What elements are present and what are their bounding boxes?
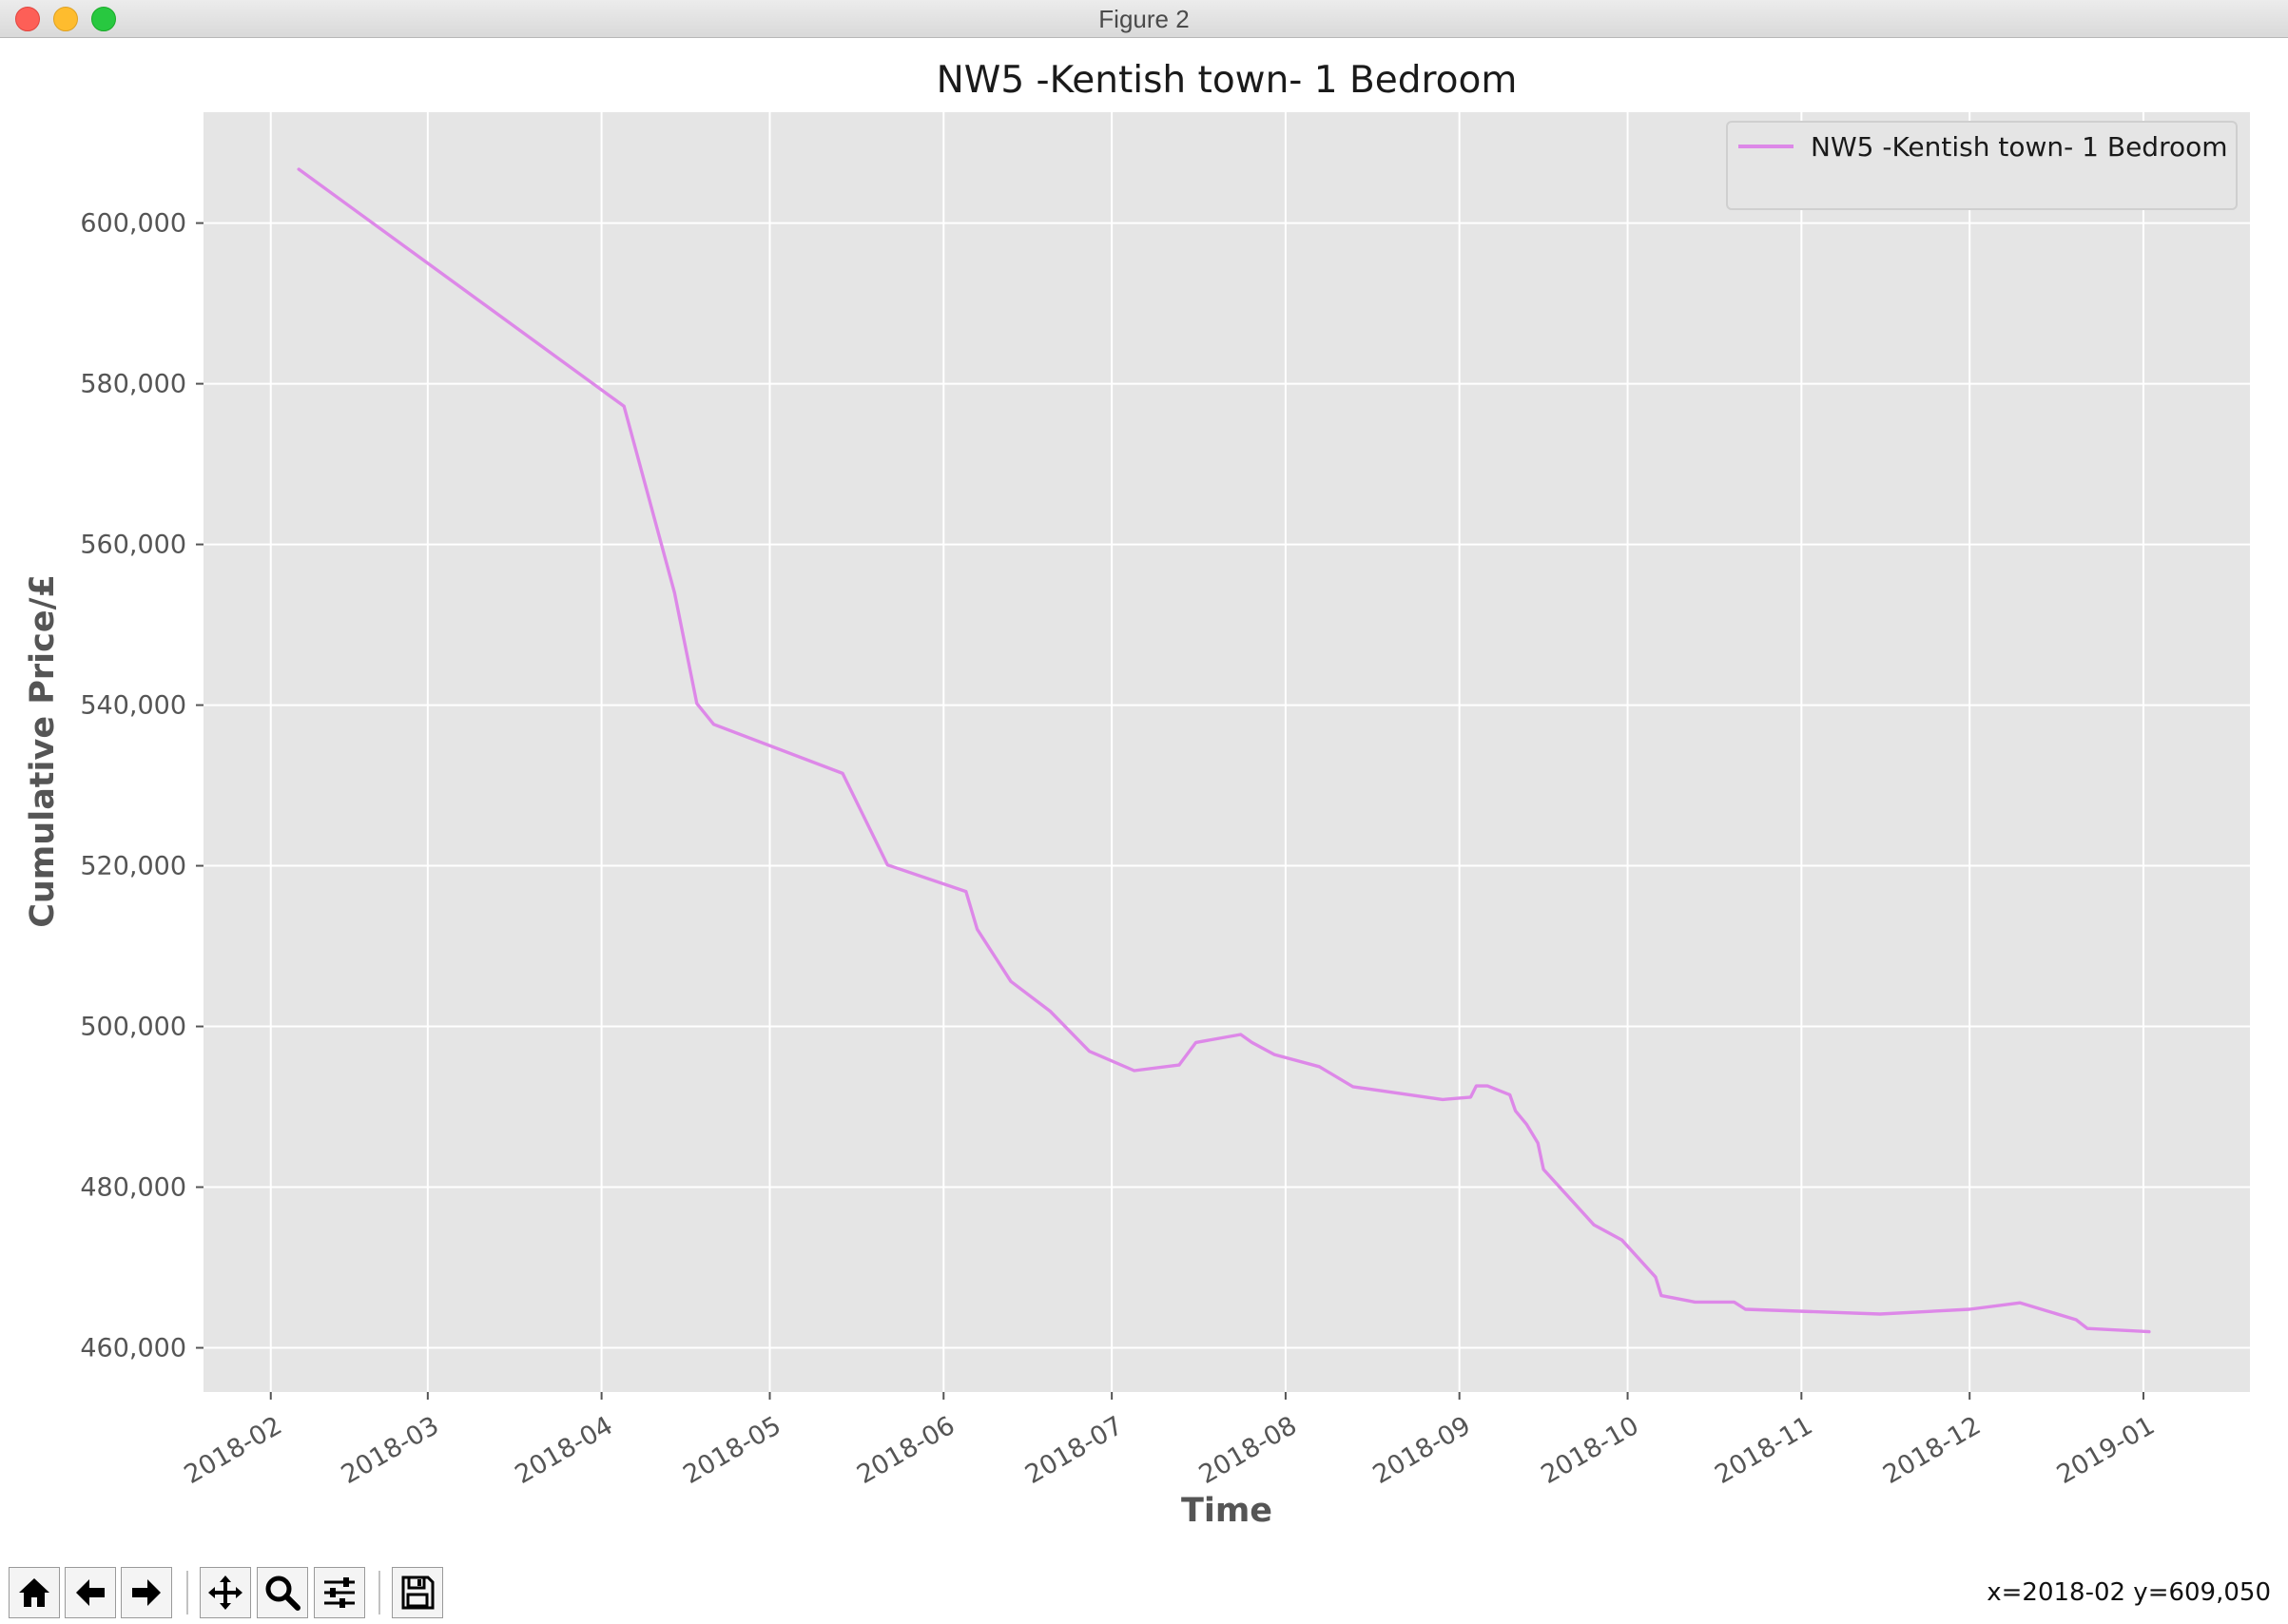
zoom-button[interactable] <box>257 1567 308 1618</box>
y-tick-label: 460,000 <box>80 1334 186 1363</box>
x-axis-ticks: 2018-02 2018-03 2018-04 2018-05 2018-06 2018-… <box>180 1392 2160 1490</box>
forward-button[interactable] <box>121 1567 172 1618</box>
line-chart[interactable]: NW5 -Kentish town- 1 Bedroom 460,000 480,… <box>0 38 2288 1559</box>
y-tick-label: 560,000 <box>80 531 186 560</box>
grid-lines <box>204 112 2250 1392</box>
y-tick-label: 500,000 <box>80 1013 186 1042</box>
x-tick-label: 2018-04 <box>511 1411 618 1490</box>
close-window-button[interactable] <box>15 7 40 31</box>
zoom-window-button[interactable] <box>91 7 116 31</box>
floppy-disk-icon <box>401 1576 435 1610</box>
figure-canvas[interactable]: NW5 -Kentish town- 1 Bedroom 460,000 480,… <box>0 38 2288 1559</box>
y-tick-label: 540,000 <box>80 691 186 721</box>
y-axis-ticks: 460,000 480,000 500,000 520,000 540,000 560,0… <box>80 209 204 1363</box>
x-tick-label: 2018-12 <box>1878 1411 1986 1490</box>
y-axis-label: Cumulative Price/£ <box>24 574 62 928</box>
x-tick-label: 2018-05 <box>678 1411 785 1490</box>
home-button[interactable] <box>9 1567 60 1618</box>
save-button[interactable] <box>392 1567 443 1618</box>
legend-label: NW5 -Kentish town- 1 Bedroom <box>1811 131 2228 163</box>
sliders-icon <box>324 1577 355 1608</box>
x-tick-label: 2018-03 <box>337 1411 444 1490</box>
minimize-window-button[interactable] <box>53 7 78 31</box>
x-tick-label: 2018-07 <box>1020 1411 1128 1490</box>
series-line <box>297 167 2151 1334</box>
x-tick-label: 2019-01 <box>2052 1411 2160 1490</box>
chart-title: NW5 -Kentish town- 1 Bedroom <box>937 59 1518 102</box>
move-icon <box>208 1576 242 1610</box>
x-tick-label: 2018-08 <box>1194 1411 1302 1490</box>
x-tick-label: 2018-09 <box>1368 1411 1476 1490</box>
toolbar-separator <box>186 1571 188 1614</box>
configure-subplots-button[interactable] <box>314 1567 365 1618</box>
navigation-toolbar: x=2018-02 y=609,050 <box>0 1559 2288 1624</box>
x-tick-label: 2018-06 <box>852 1411 960 1490</box>
y-tick-label: 520,000 <box>80 852 186 881</box>
legend-box <box>1726 121 2238 210</box>
y-tick-label: 600,000 <box>80 209 186 239</box>
arrow-right-icon <box>132 1579 161 1606</box>
x-tick-label: 2018-10 <box>1536 1411 1643 1490</box>
magnifier-icon <box>265 1576 301 1611</box>
y-tick-label: 480,000 <box>80 1173 186 1203</box>
window-titlebar: Figure 2 <box>0 0 2288 38</box>
window-title: Figure 2 <box>1098 5 1190 33</box>
back-button[interactable] <box>65 1567 116 1618</box>
legend: NW5 -Kentish town- 1 Bedroom <box>1726 121 2238 210</box>
x-tick-label: 2018-02 <box>180 1411 287 1490</box>
x-axis-label: Time <box>1181 1492 1272 1530</box>
pan-button[interactable] <box>200 1567 251 1618</box>
home-icon <box>19 1578 49 1607</box>
arrow-left-icon <box>76 1579 105 1606</box>
y-tick-label: 580,000 <box>80 370 186 399</box>
plot-area[interactable] <box>204 112 2250 1392</box>
toolbar-separator <box>378 1571 380 1614</box>
cursor-coordinates: x=2018-02 y=609,050 <box>1987 1578 2271 1607</box>
x-tick-label: 2018-11 <box>1710 1411 1817 1490</box>
